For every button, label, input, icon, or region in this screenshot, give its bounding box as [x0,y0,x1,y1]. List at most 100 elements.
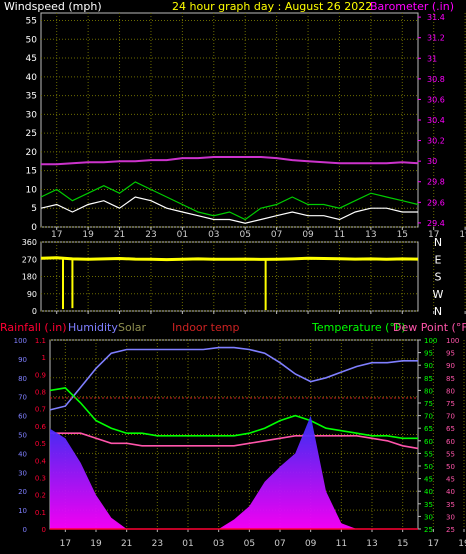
gust-series-line [40,181,419,221]
x-tick-label: 01 [177,230,188,240]
rain-tick-label: 0.3 [35,474,46,482]
direction-tick-label: 180 [22,273,37,282]
x-tick-label: 05 [239,230,250,240]
barometer-tick-label: 29.4 [427,219,445,228]
wind-tick-label: 55 [26,17,37,27]
compass-label: N [434,236,442,249]
temp-tick-label: 30 [424,513,433,521]
barometer-series-line [41,156,419,166]
direction-tick-label: 90 [27,290,37,299]
temp-tick-label: 75 [424,400,433,408]
x-tick-label: 17 [51,230,62,240]
direction-series-line [40,256,419,262]
dewpoint-tick-label: 45 [446,476,455,484]
barometer-tick-label: 31.4 [427,13,445,22]
x-tick-label: 11 [334,230,345,240]
dewpoint-tick-label: 65 [446,425,455,433]
x-tick-label: 23 [145,230,156,240]
dewpoint-tick-label: 25 [446,526,455,534]
humidity-tick-label: 50 [18,432,27,440]
temp-tick-label: 70 [424,413,433,421]
x-tick-label: 17 [428,539,439,549]
humidity-panel-ticks: 010203040506070809010000.10.20.30.40.50.… [14,337,466,549]
temp-tick-label: 25 [424,526,433,534]
wind-tick-label: 35 [26,92,37,102]
x-tick-label: 15 [397,539,408,549]
x-tick-label: 05 [244,539,255,549]
temp-tick-label: 35 [424,501,433,509]
rain-tick-label: 1 [42,354,46,362]
temp-tick-label: 85 [424,375,433,383]
x-tick-label: 23 [152,539,163,549]
rain-tick-label: 0.6 [35,423,47,431]
dewpoint-tick-label: 40 [446,488,455,496]
x-tick-label: 21 [114,230,125,240]
dewpoint-tick-label: 60 [446,438,455,446]
wind-tick-label: 40 [26,73,38,83]
rain-tick-label: 0 [42,526,46,534]
humidity-tick-label: 20 [18,488,27,496]
humidity-temp-panel: 010203040506070809010000.10.20.30.40.50.… [14,337,466,549]
compass-label: E [435,253,442,266]
direction-panel-ticks: 0 N 90 W 180 S 270 E 360 N [22,236,466,318]
temperature-series-line [49,387,418,440]
rain-tick-label: 0.9 [35,371,46,379]
wind-tick-label: 15 [26,167,37,177]
direction-tick-label: 270 [22,255,37,264]
rain-tick-label: 0.7 [35,406,46,414]
wind-panel-ticks: 051015202530354045505529.429.629.83030.2… [26,13,466,240]
wind-panel-frame [40,12,419,228]
temp-tick-label: 65 [424,425,433,433]
dewpoint-tick-label: 85 [446,375,455,383]
rain-tick-label: 0.8 [35,389,46,397]
x-tick-label: 17 [60,539,71,549]
panel3-legend: Rainfall (.in) Humidity Solar Indoor tem… [0,321,466,334]
wind-barometer-panel: 051015202530354045505529.429.629.83030.2… [26,12,466,240]
barometer-tick-label: 31 [427,54,437,63]
wind-panel-grid [41,13,466,228]
x-tick-label: 07 [274,539,285,549]
wind-tick-label: 5 [31,204,37,214]
temp-tick-label: 45 [424,476,433,484]
x-tick-label: 03 [208,230,219,240]
wind-tick-label: 30 [26,110,38,120]
x-tick-label: 19 [90,539,102,549]
humidity-panel-series [49,346,419,530]
dewpoint-tick-label: 35 [446,501,455,509]
temp-tick-label: 100 [424,337,437,345]
legend-solar: Solar [118,321,147,334]
wind-tick-label: 20 [26,148,38,158]
humidity-tick-label: 40 [18,450,27,458]
wind-tick-label: 50 [26,35,38,45]
barometer-tick-label: 30 [427,157,437,166]
dewpoint-series-line [50,432,419,450]
chart-date-title: 24 hour graph day : August 26 2022 [172,0,372,13]
legend-temperature: Temperature (°F) [311,321,406,334]
rain-tick-label: 0.4 [35,457,47,465]
barometer-tick-label: 30.4 [427,116,445,125]
wind-series-line [40,196,418,224]
temp-tick-label: 95 [424,350,433,358]
direction-panel-grid [41,241,466,312]
x-tick-label: 09 [305,539,317,549]
wind-direction-panel: 0 N 90 W 180 S 270 E 360 N [22,236,466,318]
temp-tick-label: 40 [424,488,433,496]
compass-label: W [433,288,444,301]
x-tick-label: 15 [397,230,408,240]
x-tick-label: 09 [302,230,314,240]
wind-panel-series [40,156,419,224]
dewpoint-tick-label: 100 [446,337,459,345]
humidity-tick-label: 70 [18,394,27,402]
direction-tick-label: 360 [22,238,37,247]
humidity-tick-label: 0 [23,526,27,534]
humidity-tick-label: 90 [18,356,27,364]
rain-tick-label: 0.5 [35,440,46,448]
dewpoint-tick-label: 90 [446,362,455,370]
barometer-tick-label: 29.6 [427,198,445,207]
x-tick-label: 19 [82,230,94,240]
dewpoint-tick-label: 75 [446,400,455,408]
dewpoint-tick-label: 80 [446,387,455,395]
humidity-series-line [49,346,418,411]
dewpoint-tick-label: 50 [446,463,455,471]
